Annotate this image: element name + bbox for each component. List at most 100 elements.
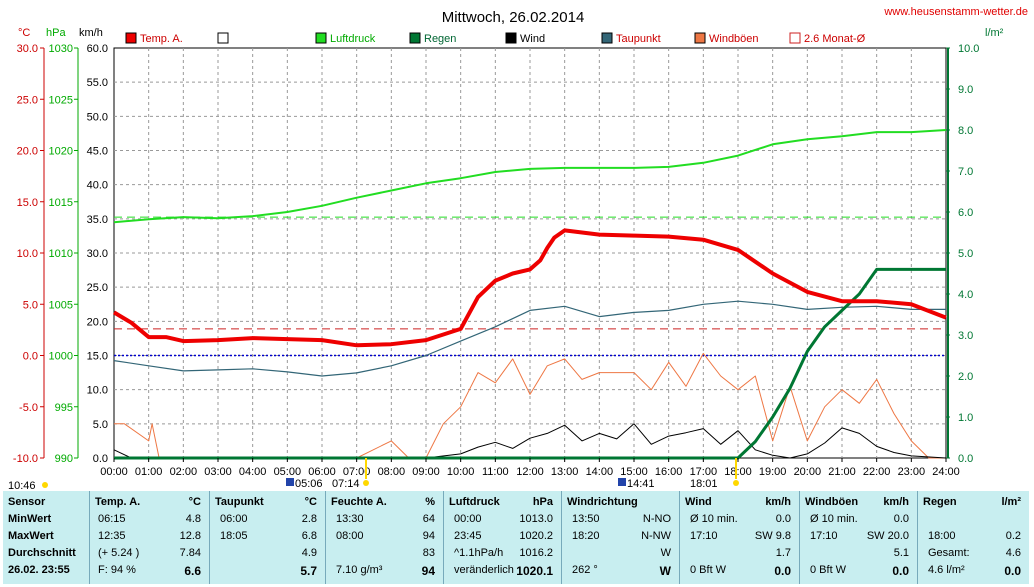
sunset-icon: [733, 480, 739, 486]
dewpoint-series-line: [113, 300, 946, 377]
weather-chart: Mittwoch, 26.02.2014 Temp. A. Luftdruck Re…: [8, 9, 1004, 490]
table-cell: 1013.0: [519, 513, 553, 525]
table-cell: °C: [304, 496, 317, 508]
table-cell: 06:00: [220, 513, 248, 525]
table-cell: MinWert: [8, 513, 52, 525]
chart-legend: Temp. A. Luftdruck Regen Wind Taupunkt Windbö…: [125, 32, 866, 45]
table-cell: 64: [422, 513, 435, 525]
table-cell: Luftdruck: [449, 496, 500, 508]
rain-tick-label: 1.0: [958, 412, 973, 424]
x-tick-label: 13:00: [551, 466, 579, 478]
table-cell: Regen: [923, 496, 957, 508]
temp-tick-label: -10.0: [13, 453, 38, 465]
table-cell: 08:00: [336, 530, 364, 542]
pressure-tick-label: 1020: [49, 146, 73, 158]
table-cell: 94: [422, 530, 435, 542]
table-cell: km/h: [883, 496, 909, 508]
temp-tick-label: 5.0: [23, 299, 38, 311]
table-cell: km/h: [765, 496, 791, 508]
legend-label: Taupunkt: [616, 33, 661, 45]
legend-swatch: [315, 32, 327, 44]
time-marker-label: 10:46: [8, 480, 36, 490]
chart-series: [112, 129, 947, 460]
table-cell: 4.6 l/m²: [928, 564, 965, 576]
rain-tick-label: 3.0: [958, 330, 973, 342]
table-cell: 17:10: [810, 530, 838, 542]
pressure-tick-label: 1015: [49, 197, 73, 209]
table-column: Windrichtung 13:50 N-NO 18:20 N-NW W 262 ° W: [561, 491, 679, 584]
x-tick-label: 18:00: [724, 466, 752, 478]
table-cell: 94: [421, 564, 435, 578]
temp-tick-label: 10.0: [17, 248, 38, 260]
wind-tick-label: 10.0: [87, 385, 108, 397]
pressure-tick-label: 1010: [49, 248, 73, 260]
chart-grid: [114, 48, 946, 458]
x-tick-label: 14:00: [586, 466, 614, 478]
wind-tick-label: 5.0: [93, 419, 108, 431]
x-tick-label: 02:00: [170, 466, 198, 478]
pressure-tick-label: 1025: [49, 94, 73, 106]
table-cell: SW 9.8: [754, 530, 791, 542]
table-cell: 1020.1: [516, 564, 553, 578]
legend-label: Regen: [424, 33, 456, 45]
legend-label: Temp. A.: [140, 33, 183, 45]
table-cell: 0.0: [892, 564, 909, 578]
table-cell: (+ 5.24 ): [98, 547, 140, 559]
time-marker-label: 18:01: [690, 478, 718, 490]
pressure-unit-label: hPa: [46, 27, 66, 39]
table-cell: MaxWert: [8, 530, 54, 542]
temp-series-line: [112, 228, 947, 348]
axis-unit-labels: °C hPa km/h l/m²: [18, 27, 1004, 39]
wind-tick-label: 60.0: [87, 43, 108, 55]
x-tick-label: 09:00: [412, 466, 440, 478]
rain-unit-label: l/m²: [985, 27, 1004, 39]
time-markers: 10:46 05:06 07:14 14:41 18:01: [8, 458, 739, 490]
table-cell: 18:20: [572, 530, 600, 542]
table-cell: 5.7: [300, 564, 317, 578]
temp-unit-label: °C: [18, 27, 30, 39]
table-cell: Windrichtung: [567, 496, 638, 508]
rain-tick-label: 7.0: [958, 166, 973, 178]
table-cell: 0.0: [893, 513, 909, 525]
table-cell: Temp. A.: [95, 496, 141, 508]
table-cell: N-NW: [641, 530, 671, 542]
table-cell: °C: [188, 496, 201, 508]
wind-tick-label: 55.0: [87, 77, 108, 89]
table-cell: ^1.1hPa/h: [454, 547, 504, 559]
x-tick-label: 19:00: [759, 466, 787, 478]
temp-tick-label: 15.0: [17, 197, 38, 209]
table-column: Windböen km/h Ø 10 min. 0.0 17:10 SW 20.0 5.1 0…: [799, 491, 917, 584]
x-tick-label: 00:00: [100, 466, 128, 478]
table-cell: 12:35: [98, 530, 126, 542]
x-tick-label: 08:00: [378, 466, 406, 478]
table-cell: 0.2: [1005, 530, 1021, 542]
table-cell: Durchschnitt: [8, 547, 76, 559]
website-label[interactable]: www.heusenstamm-wetter.de: [884, 6, 1028, 18]
table-cell: 6.8: [301, 530, 317, 542]
x-tick-label: 15:00: [620, 466, 648, 478]
pressure-tick-label: 995: [55, 402, 73, 414]
table-cell: 6.6: [184, 564, 201, 578]
legend-swatch: [125, 32, 137, 44]
table-cell: 13:30: [336, 513, 364, 525]
table-cell: 4.8: [185, 513, 201, 525]
rain-tick-label: 9.0: [958, 84, 973, 96]
legend-label: Luftdruck: [330, 33, 376, 45]
pressure-tick-label: 990: [55, 453, 73, 465]
wind-tick-label: 15.0: [87, 351, 108, 363]
table-cell: 0 Bft W: [690, 564, 727, 576]
rain-tick-label: 5.0: [958, 248, 973, 260]
wind-tick-label: 30.0: [87, 248, 108, 260]
table-cell: 06:15: [98, 513, 126, 525]
table-column: Luftdruck hPa 00:00 1013.0 23:45 1020.2 ^1.1hP…: [443, 491, 561, 584]
legend-label: Windböen: [709, 33, 759, 45]
wind-tick-label: 45.0: [87, 146, 108, 158]
time-marker-label: 14:41: [627, 478, 655, 490]
table-cell: W: [659, 564, 671, 578]
temp-tick-label: 30.0: [17, 43, 38, 55]
table-cell: 12.8: [179, 530, 201, 542]
temp-tick-label: 25.0: [17, 94, 38, 106]
table-cell: 2.8: [301, 513, 317, 525]
legend-swatch: [694, 32, 706, 44]
table-column: Feuchte A.% 13:30 64 08:00 94 83 7.10 g/m³ 94: [325, 491, 443, 584]
